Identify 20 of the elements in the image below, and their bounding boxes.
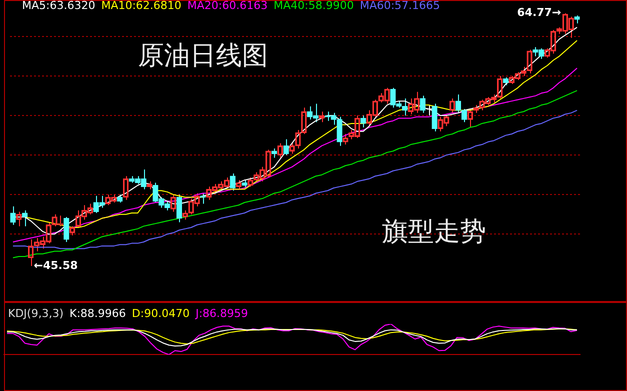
annotation: 旗型走势 <box>382 216 486 247</box>
series-label: J:86.8959 <box>194 306 248 320</box>
chart-title: KDJ(9,3,3) <box>8 306 64 320</box>
candlestick <box>426 104 433 116</box>
series-label: D:90.0470 <box>132 306 190 320</box>
candlestick <box>360 115 366 128</box>
annotation: ←45.58 <box>34 258 78 272</box>
text: MA20:60.6163 <box>187 0 268 12</box>
annotation: 64.77→ <box>517 6 562 20</box>
candlestick <box>200 192 206 204</box>
text: 原油日线图 <box>138 40 268 71</box>
text: MA5:63.6320 <box>22 0 96 12</box>
candlestick <box>432 103 438 132</box>
text: MA10:62.6810 <box>101 0 182 12</box>
series-label: K:88.9966 <box>70 306 126 320</box>
text: MA40:58.9900 <box>274 0 354 12</box>
text: MA60:57.1665 <box>360 0 440 12</box>
candlestick <box>22 210 28 227</box>
candlestick <box>336 116 342 146</box>
candlestick <box>10 206 16 226</box>
